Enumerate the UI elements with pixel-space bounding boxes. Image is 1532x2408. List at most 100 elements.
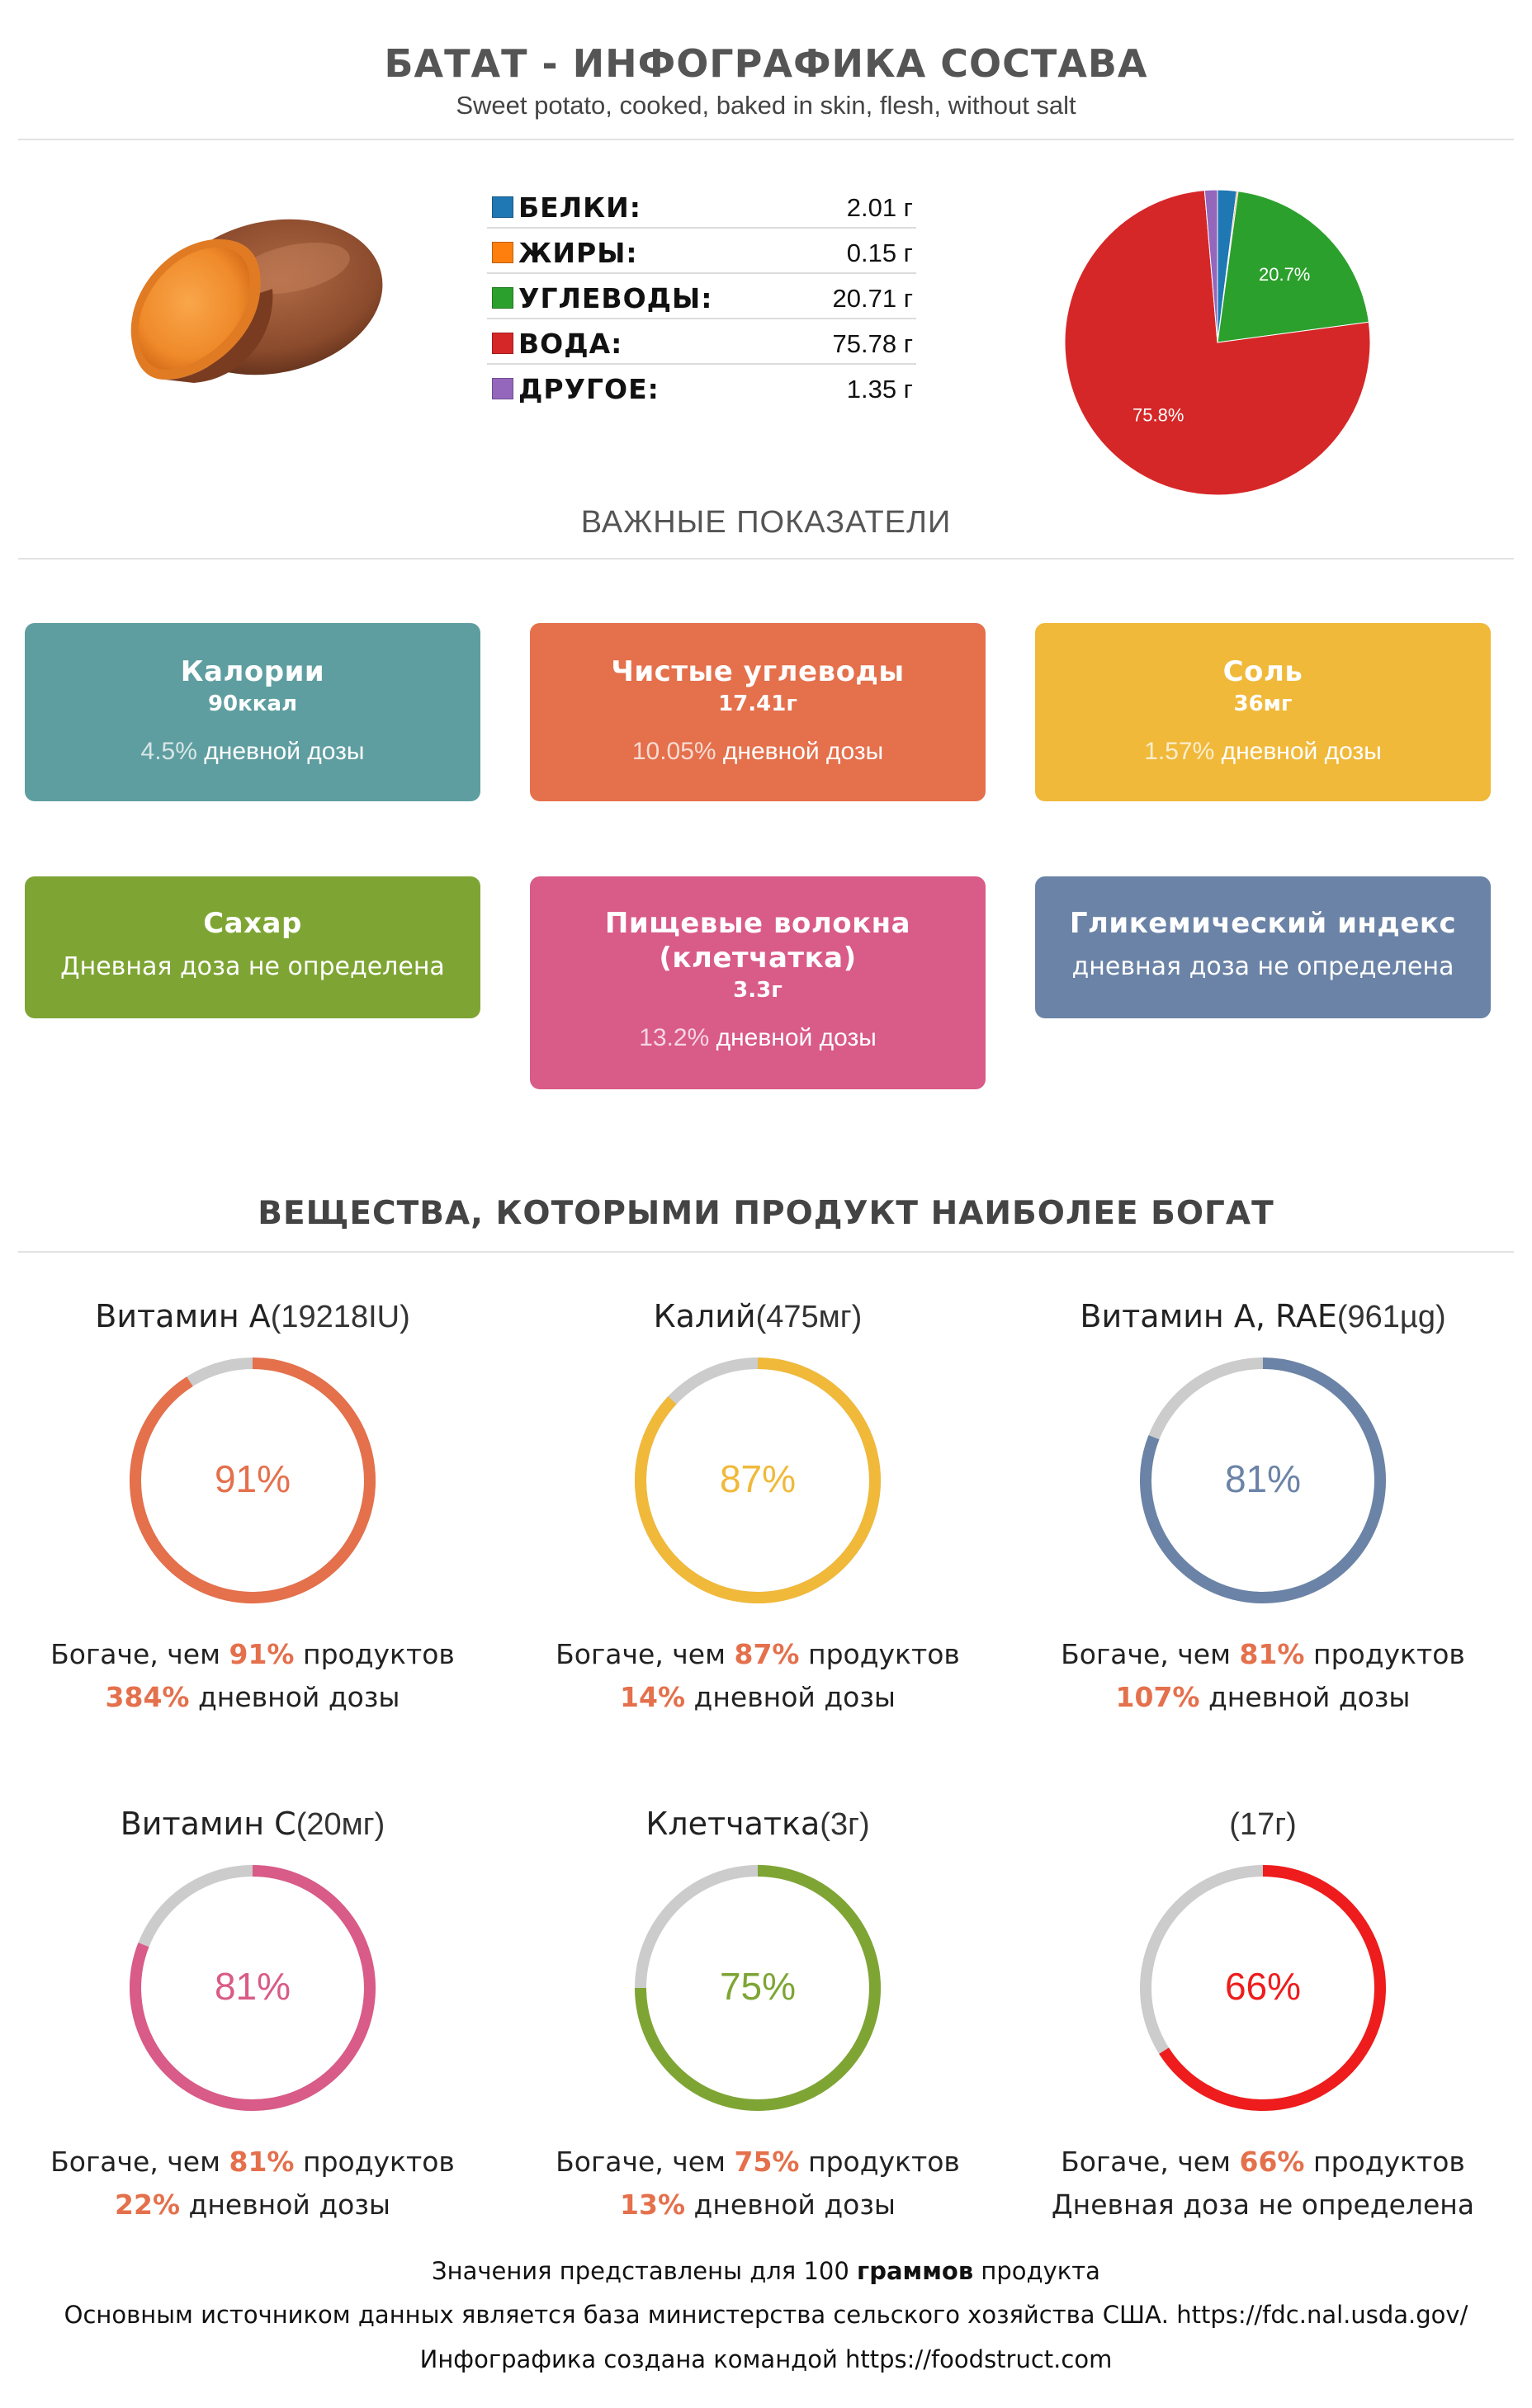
nutrient-vitamin-a-rae: Витамин A, RAE(961µg) 81% Богаче, чем 81… [1015,1296,1511,1719]
protein-color-swatch [492,196,513,218]
card-daily-dose: Дневная доза не определена [60,952,445,981]
macro-value: 75.78 г [832,329,914,358]
ring-progress-arc [635,1357,881,1603]
macro-row-carbs: УГЛЕВОДЫ: 20.71 г [487,274,916,319]
card-calories: Калории 90ккал 4.5% дневной дозы [25,623,480,801]
card-glycemic-index: Гликемический индекс дневная доза не опр… [1035,876,1491,1018]
ring-progress-arc [635,1865,881,2111]
fat-color-swatch [492,242,513,263]
card-title: Калории [180,655,325,688]
ring-progress-arc [130,1357,376,1603]
card-daily-dose: 10.05% дневной дозы [631,738,884,765]
macro-table: БЕЛКИ: 2.01 г ЖИРЫ: 0.15 г УГЛЕВОДЫ: 20.… [487,183,916,410]
ring-percent-label: 75% [720,1965,796,2008]
macro-value: 2.01 г [846,193,913,222]
nutrient-label: Витамин A(19218IU) [95,1298,410,1334]
footer-portion-note: Значения представлены для 100 граммов пр… [432,2257,1100,2285]
card-daily-dose: 4.5% дневной дозы [140,738,365,765]
nutrient-vitamin-c: Витамин C(20мг) 81% Богаче, чем 81% прод… [5,1803,500,2226]
card-net-carbs: Чистые углеводы 17.41г 10.05% дневной до… [530,623,986,801]
richer-than-text: Богаче, чем 81% продуктов [1061,1638,1465,1670]
daily-dose-text: Дневная доза не определена [1051,2188,1475,2221]
richer-than-text: Богаче, чем 66% продуктов [1061,2146,1465,2178]
daily-dose-text: 107% дневной дозы [1115,1681,1411,1713]
daily-dose-text: 13% дневной дозы [620,2188,896,2221]
macro-row-water: ВОДА: 75.78 г [487,319,916,365]
pie-slice-label: 20.7% [1259,264,1310,285]
percentile-ring: 81% [130,1865,376,2111]
card-sugar: Сахар Дневная доза не определена [25,876,480,1018]
nutrient-label: Витамин C(20мг) [120,1806,385,1842]
macro-row-other: ДРУГОЕ: 1.35 г [487,365,916,410]
divider [18,558,1514,560]
ring-percent-label: 91% [215,1457,291,1500]
other-color-swatch [492,378,513,399]
pie-slice-label: 75.8% [1132,404,1184,425]
divider [18,139,1514,140]
macro-row-protein: БЕЛКИ: 2.01 г [487,183,916,229]
card-title: Чистые углеводы [611,655,905,688]
ring-progress-arc [1159,1865,1386,2111]
daily-dose-text: 22% дневной дозы [115,2188,390,2221]
nutrient-label: Клетчатка(3г) [645,1806,870,1842]
richer-than-text: Богаче, чем 75% продуктов [556,2146,960,2178]
carbs-color-swatch [492,287,513,309]
card-daily-dose: 13.2% дневной дозы [639,1024,877,1051]
water-color-swatch [492,333,513,354]
macro-name: ДРУГОЕ: [518,373,660,405]
card-title: Соль [1222,655,1303,688]
macro-name: БЕЛКИ: [518,191,641,224]
daily-dose-text: 14% дневной дозы [620,1681,896,1713]
composition-pie-chart: 20.7% 75.8% [1064,189,1371,496]
macro-name: ЖИРЫ: [518,237,638,269]
percentile-ring: 91% [130,1357,376,1603]
card-dietary-fiber: Пищевые волокна (клетчатка) 3.3г 13.2% д… [530,876,986,1089]
page-subtitle: Sweet potato, cooked, baked in skin, fle… [456,91,1076,120]
card-value: 36мг [1233,692,1293,716]
sweet-potato-image [130,219,383,383]
daily-dose-text: 384% дневной дозы [105,1681,400,1713]
card-salt: Соль 36мг 1.57% дневной дозы [1035,623,1491,801]
nutrient-unnamed: (17г) 66% Богаче, чем 66% продуктов Днев… [1015,1803,1511,2226]
ring-progress-arc [1140,1357,1386,1603]
section-title-rich: ВЕЩЕСТВА, КОТОРЫМИ ПРОДУКТ НАИБОЛЕЕ БОГА… [258,1195,1274,1232]
card-value: 17.41г [718,692,797,716]
card-title: Гликемический индекс [1069,907,1457,940]
richer-than-text: Богаче, чем 87% продуктов [556,1638,960,1670]
ring-progress-arc [130,1865,376,2111]
percentile-ring: 87% [635,1357,881,1603]
nutrient-label: (17г) [1229,1807,1297,1842]
ring-percent-label: 81% [215,1965,291,2008]
divider [18,1251,1514,1253]
nutrient-vitamin-a: Витамин A(19218IU) 91% Богаче, чем 91% п… [5,1296,500,1719]
card-value: 3.3г [733,978,783,1003]
percentile-ring: 81% [1140,1357,1386,1603]
nutrient-label: Калий(475мг) [653,1298,863,1334]
ring-percent-label: 66% [1225,1965,1301,2008]
card-daily-dose: дневная доза не определена [1071,952,1454,981]
percentile-ring: 66% [1140,1865,1386,2111]
card-title: Сахар [203,907,302,940]
footer-data-source: Основным источником данных является база… [64,2301,1468,2329]
macro-value: 0.15 г [846,238,913,267]
macro-name: ВОДА: [518,328,623,360]
percentile-ring: 75% [635,1865,881,2111]
pie-slice [1217,191,1369,343]
macro-name: УГЛЕВОДЫ: [518,282,713,314]
page-title: БАТАТ - ИНФОГРАФИКА СОСТАВА [384,41,1148,86]
pie-slice [1064,190,1371,496]
macro-value: 20.71 г [832,284,914,313]
macro-row-fat: ЖИРЫ: 0.15 г [487,229,916,274]
ring-percent-label: 87% [720,1457,796,1500]
macro-value: 1.35 г [846,375,913,404]
pie-slice [1203,189,1218,343]
ring-percent-label: 81% [1225,1457,1301,1500]
richer-than-text: Богаче, чем 81% продуктов [50,2146,455,2178]
card-value: 90ккал [207,692,298,716]
nutrient-fiber: Клетчатка(3г) 75% Богаче, чем 75% продук… [510,1803,1005,2226]
nutrient-potassium: Калий(475мг) 87% Богаче, чем 87% продукт… [510,1296,1005,1719]
footer-credits: Инфографика создана командой https://foo… [419,2345,1113,2373]
richer-than-text: Богаче, чем 91% продуктов [50,1638,455,1670]
card-daily-dose: 1.57% дневной дозы [1144,738,1382,765]
nutrient-label: Витамин A, RAE(961µg) [1080,1298,1446,1334]
